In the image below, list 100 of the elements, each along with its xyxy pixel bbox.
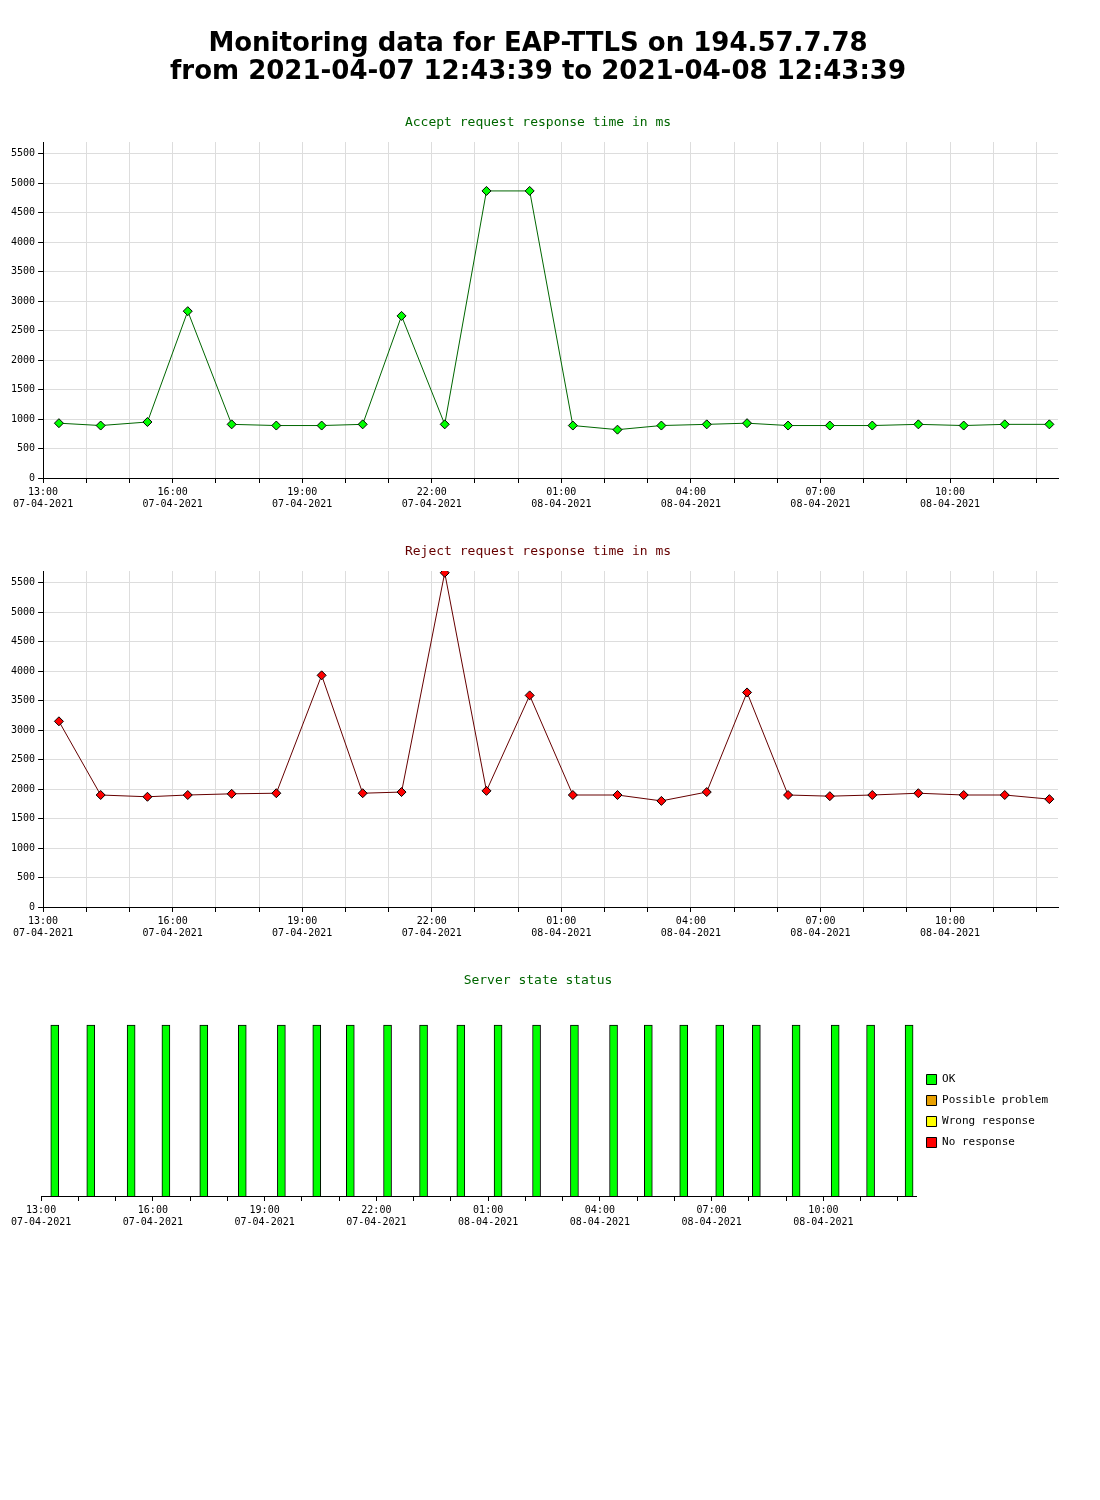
y-tick-label: 500 xyxy=(17,871,36,883)
point xyxy=(824,420,835,431)
point xyxy=(1044,419,1055,430)
x-tick-label: 01:00 08-04-2021 xyxy=(531,914,592,938)
x-tick-label: 01:00 08-04-2021 xyxy=(531,485,592,509)
point xyxy=(271,420,282,431)
y-tick-label: 5000 xyxy=(10,605,36,617)
point xyxy=(824,791,835,802)
x-tick-label: 16:00 07-04-2021 xyxy=(142,914,203,938)
x-tick-label: 22:00 07-04-2021 xyxy=(401,914,462,938)
point xyxy=(357,419,368,430)
point xyxy=(612,790,623,800)
point xyxy=(958,790,969,800)
point xyxy=(524,690,535,701)
point xyxy=(316,670,327,681)
point xyxy=(567,420,578,431)
y-tick-label: 0 xyxy=(29,471,36,483)
point xyxy=(95,790,106,800)
point xyxy=(656,420,667,431)
point xyxy=(226,788,237,799)
point xyxy=(701,787,712,798)
point xyxy=(481,185,492,196)
x-tick-label: 19:00 07-04-2021 xyxy=(272,485,333,509)
x-tick-label: 04:00 08-04-2021 xyxy=(660,485,722,509)
point xyxy=(396,310,407,321)
legend-label: Possible problem xyxy=(942,1093,1049,1107)
chart-title: Monitoring data for EAP-TTLS on 194.57.7.78 from 2021-04-07 12:43:39 to 2021-04-08 12:43:39 xyxy=(169,27,907,85)
y-tick-label: 3000 xyxy=(10,723,36,735)
y-tick-label: 2500 xyxy=(10,753,36,765)
point xyxy=(742,687,753,698)
x-tick-label: 16:00 07-04-2021 xyxy=(142,485,203,509)
point xyxy=(524,185,535,196)
point xyxy=(439,419,450,430)
point xyxy=(567,790,578,800)
point xyxy=(913,788,924,799)
point xyxy=(142,791,153,802)
point xyxy=(182,306,193,317)
point xyxy=(142,417,153,427)
y-tick-label: 2000 xyxy=(10,782,36,794)
y-tick-label: 1500 xyxy=(10,812,36,824)
x-tick-label: 22:00 07-04-2021 xyxy=(401,485,462,509)
x-tick-label: 04:00 08-04-2021 xyxy=(569,1203,630,1227)
y-tick-label: 0 xyxy=(29,900,36,912)
point xyxy=(481,785,492,796)
point xyxy=(182,790,193,800)
y-tick-label: 1000 xyxy=(10,412,36,424)
point xyxy=(1044,794,1055,805)
point xyxy=(53,716,64,727)
x-tick-label: 10:00 08-04-2021 xyxy=(919,914,981,938)
point xyxy=(783,420,794,431)
y-tick-label: 4000 xyxy=(10,664,36,676)
point xyxy=(742,418,753,429)
chart-title: Server state status xyxy=(462,972,614,987)
point xyxy=(226,419,237,430)
point xyxy=(958,420,969,431)
y-tick-label: 5000 xyxy=(10,176,36,188)
point xyxy=(867,790,878,800)
y-tick-label: 5500 xyxy=(10,147,36,159)
y-tick-label: 4500 xyxy=(10,635,36,647)
legend-label: OK xyxy=(942,1072,956,1086)
point xyxy=(53,418,64,429)
point xyxy=(316,420,327,431)
x-tick-label: 04:00 08-04-2021 xyxy=(660,914,722,938)
x-tick-label: 16:00 07-04-2021 xyxy=(122,1203,183,1227)
y-tick-label: 500 xyxy=(17,442,36,454)
point xyxy=(656,795,667,806)
y-tick-label: 3500 xyxy=(10,265,36,277)
chart-title: Reject request response time in ms xyxy=(403,543,673,558)
y-tick-label: 4500 xyxy=(10,206,36,218)
x-tick-label: 22:00 07-04-2021 xyxy=(346,1203,407,1227)
point xyxy=(783,790,794,800)
x-tick-label: 19:00 07-04-2021 xyxy=(272,914,333,938)
x-tick-label: 19:00 07-04-2021 xyxy=(234,1203,295,1227)
x-tick-label: 07:00 08-04-2021 xyxy=(790,914,851,938)
point xyxy=(357,788,368,799)
y-tick-label: 1500 xyxy=(10,383,36,395)
y-tick-label: 4000 xyxy=(10,235,36,247)
y-tick-label: 3000 xyxy=(10,294,36,306)
point xyxy=(913,419,924,430)
x-tick-label: 10:00 08-04-2021 xyxy=(793,1203,854,1227)
x-tick-label: 07:00 08-04-2021 xyxy=(790,485,851,509)
chart-subtitle: Accept request response time in ms xyxy=(403,114,673,129)
x-tick-label: 13:00 07-04-2021 xyxy=(12,485,74,509)
point xyxy=(396,787,407,798)
y-tick-label: 3500 xyxy=(10,694,36,706)
point xyxy=(95,420,106,431)
x-tick-label: 01:00 08-04-2021 xyxy=(458,1203,519,1227)
point xyxy=(612,424,623,435)
x-tick-label: 13:00 07-04-2021 xyxy=(12,914,74,938)
point xyxy=(701,419,712,430)
x-tick-label: 07:00 08-04-2021 xyxy=(681,1203,742,1227)
point xyxy=(271,788,282,799)
legend-label: Wrong response xyxy=(942,1114,1035,1128)
y-tick-label: 2500 xyxy=(10,324,36,336)
y-tick-label: 1000 xyxy=(10,841,36,853)
x-tick-label: 13:00 07-04-2021 xyxy=(10,1203,72,1227)
y-tick-label: 5500 xyxy=(10,576,36,588)
point xyxy=(867,420,878,431)
y-tick-label: 2000 xyxy=(10,353,36,365)
point xyxy=(999,790,1010,800)
